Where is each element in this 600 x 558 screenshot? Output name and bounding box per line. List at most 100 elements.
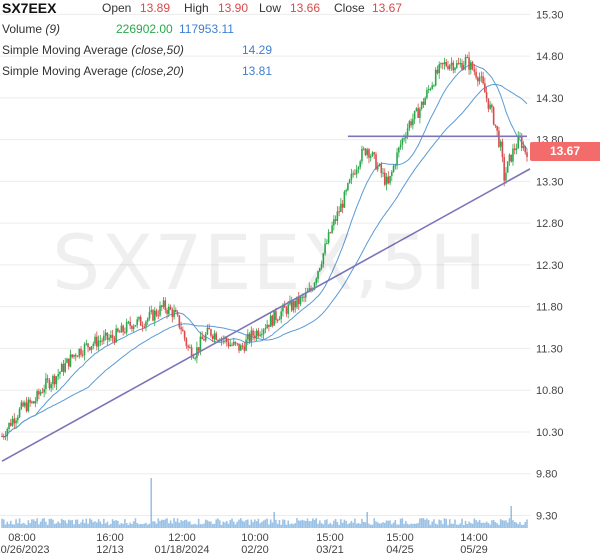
volume-bar — [366, 512, 369, 528]
candle-body — [419, 108, 421, 118]
candle-body — [426, 90, 428, 99]
moving-average-lines — [1, 64, 528, 438]
candle-body — [59, 371, 61, 375]
y-tick-label: 12.30 — [536, 260, 564, 272]
candle-body — [73, 354, 75, 357]
volume-bar — [190, 524, 193, 528]
candle-body — [513, 148, 516, 150]
candle-body — [76, 356, 79, 358]
volume-bar — [104, 523, 107, 528]
volume-bar — [111, 519, 114, 528]
volume-label: Volume — [2, 22, 43, 36]
volume-bar — [515, 522, 518, 528]
candle-body — [480, 76, 483, 78]
candle-body — [157, 315, 160, 317]
candle-body — [2, 436, 5, 438]
volume-bar — [378, 523, 381, 528]
candle-body — [38, 391, 40, 395]
candle-body — [412, 119, 414, 126]
volume-bar — [201, 524, 203, 528]
volume-bar — [271, 522, 274, 528]
volume-bar — [218, 520, 221, 528]
candle-body — [282, 304, 284, 312]
volume-bar — [427, 520, 430, 528]
volume-bar — [120, 523, 123, 528]
candle-body — [250, 330, 253, 342]
volume-bar — [524, 521, 527, 528]
candle-body — [429, 88, 432, 90]
volume-bar — [203, 523, 205, 528]
volume-bar — [415, 523, 418, 528]
volume-bar — [9, 520, 12, 528]
volume-bar — [494, 521, 497, 528]
volume-average-value: 117953.11 — [179, 22, 234, 36]
candle-body — [333, 219, 335, 226]
candle-body — [466, 57, 469, 59]
candle-body — [459, 62, 462, 65]
volume-bar — [118, 524, 121, 528]
drawn-lines — [1, 135, 531, 462]
candle-body — [294, 301, 297, 308]
volume-bar — [139, 523, 142, 528]
volume-bar — [455, 524, 458, 528]
candle-body — [136, 319, 139, 326]
volume-bar — [138, 524, 140, 528]
volume-bar — [57, 521, 59, 528]
volume-bar — [211, 524, 214, 528]
volume-bar — [71, 519, 74, 528]
volume-bar — [81, 519, 84, 528]
volume-bar — [499, 519, 502, 528]
candle-body — [420, 101, 423, 109]
candle-body — [427, 88, 430, 91]
candle-body — [46, 378, 49, 380]
volume-bar — [512, 520, 514, 528]
volume-bar — [333, 520, 335, 528]
volume-bar — [496, 523, 498, 528]
sma50-param: (close,50) — [131, 43, 184, 57]
candle-body — [287, 304, 290, 314]
x-tick-time: 16:00 — [96, 532, 124, 544]
volume-bar — [466, 523, 469, 528]
volume-bar — [53, 523, 56, 528]
volume-bar — [8, 523, 10, 528]
volume-bar — [264, 519, 267, 528]
candle-body — [115, 328, 117, 343]
volume-bar — [60, 518, 63, 528]
candle-body — [422, 101, 425, 105]
volume-bar — [50, 518, 52, 528]
candle-body — [88, 347, 91, 350]
volume-bar — [94, 521, 96, 528]
volume-bar — [255, 521, 258, 528]
y-tick-label: 9.80 — [536, 469, 557, 481]
candle-body — [171, 309, 174, 318]
volume-bar — [422, 518, 425, 528]
candle-body — [396, 152, 398, 166]
volume-bar — [347, 524, 349, 528]
candle-body — [343, 191, 346, 208]
volume-bar — [183, 520, 186, 528]
candle-body — [239, 345, 242, 351]
x-tick-date: 04/25 — [386, 544, 414, 556]
sma20-label: Simple Moving Average — [2, 64, 128, 78]
candle-body — [108, 337, 110, 340]
volume-bar — [443, 518, 446, 528]
candle-body — [496, 125, 498, 131]
candle-body — [387, 176, 390, 184]
sma20-param: (close,20) — [131, 64, 184, 78]
candle-body — [229, 344, 232, 347]
candle-body — [4, 436, 7, 438]
sma20-legend-row: Simple Moving Average (close,20) 13.81 — [2, 63, 272, 79]
candle-body — [210, 329, 212, 336]
candle-body — [87, 343, 89, 348]
candle-body — [457, 63, 460, 65]
volume-bar — [83, 523, 86, 528]
candle-body — [445, 62, 448, 67]
candle-body — [13, 418, 16, 424]
volume-bar — [371, 524, 374, 528]
volume-bar — [254, 519, 256, 528]
candle-body — [452, 62, 455, 71]
volume-bar — [396, 524, 398, 528]
volume-bar — [303, 520, 305, 528]
volume-bar — [150, 478, 153, 528]
volume-bar — [55, 523, 58, 528]
